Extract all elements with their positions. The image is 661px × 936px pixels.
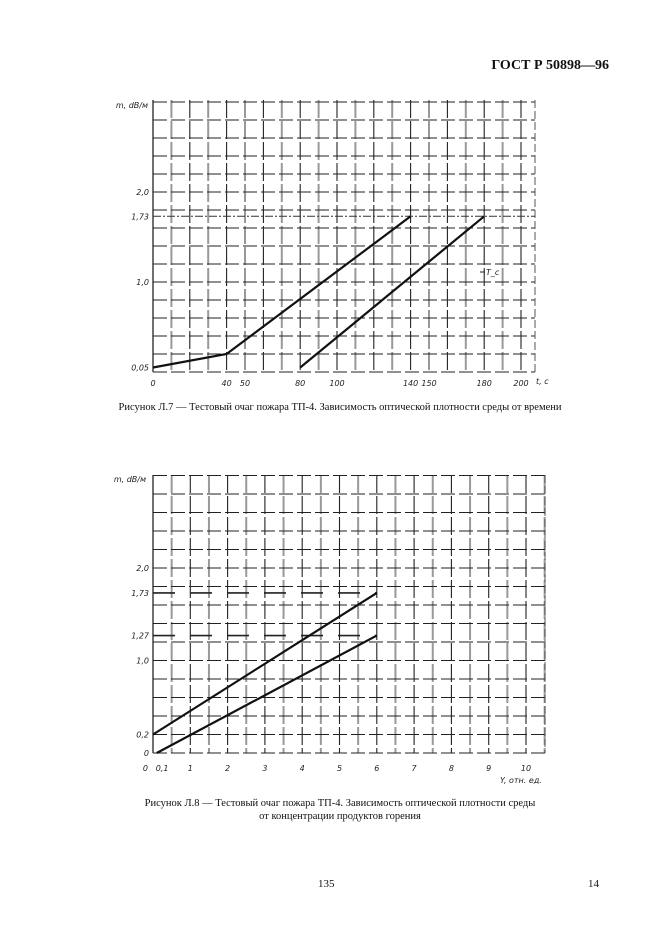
x-tick-label: 140	[403, 379, 418, 388]
x-tick-label: 40	[222, 379, 232, 388]
figure-l8-caption: Рисунок Л.8 — Тестовый очаг пожара ТП-4.…	[40, 797, 640, 823]
series-line-2	[299, 215, 485, 369]
x-tick-label: 6	[374, 764, 379, 773]
x-tick-label: 7	[412, 764, 418, 773]
figure-l7-caption: Рисунок Л.7 — Тестовый очаг пожара ТП-4.…	[118, 402, 562, 413]
x-tick-label: 5	[337, 764, 342, 773]
y-tick-label: 0	[144, 749, 149, 758]
y-tick-label: 1,27	[131, 632, 150, 641]
x-tick-label: 80	[295, 379, 305, 388]
x-tick-label: 0	[150, 379, 155, 388]
x-tick-label: 10	[521, 764, 531, 773]
x-tick-label: 8	[449, 764, 454, 773]
x-tick-label: 2	[225, 764, 230, 773]
annotation-tc: T_c	[486, 268, 500, 277]
series-line-1	[152, 215, 412, 369]
y-tick-label: 0,05	[131, 364, 149, 373]
y-tick-label: 1,0	[136, 657, 149, 666]
y-tick-label: 1,73	[131, 212, 149, 221]
standard-header: ГОСТ Р 50898—96	[491, 58, 609, 73]
x-axis-label: Y, отн. ед.	[500, 776, 542, 785]
figure-l8-caption-line-2: от концентрации продуктов горения	[259, 811, 421, 822]
y-tick-label: 2,0	[136, 188, 149, 197]
x-tick-label: 100	[329, 379, 344, 388]
series-line-1	[152, 592, 378, 736]
y-axis-label: m, dB/м	[116, 101, 148, 110]
x-axis-label: t, c	[536, 377, 549, 386]
x-tick-label: 180	[477, 379, 492, 388]
series-line-2	[156, 634, 378, 754]
y-tick-label: 0,2	[136, 731, 149, 740]
x-tick-label: 50	[240, 379, 250, 388]
y-tick-label: 1,0	[136, 278, 149, 287]
x-tick-label: 150	[421, 379, 436, 388]
y-axis-label: m, dB/м	[114, 475, 146, 484]
x-tick-label: 4	[300, 764, 305, 773]
x-tick-label: 3	[262, 764, 267, 773]
figure-l8-caption-line-1: Рисунок Л.8 — Тестовый очаг пожара ТП-4.…	[144, 798, 536, 809]
x-tick-label: 1	[188, 764, 193, 773]
sheet-number: 14	[588, 878, 599, 890]
x-tick-label: 9	[486, 764, 491, 773]
x-tick-label: 200	[513, 379, 528, 388]
x-tick-label: 0	[143, 764, 148, 773]
y-tick-label: 1,73	[131, 589, 149, 598]
x-tick-label: 0,1	[156, 764, 169, 773]
page-number: 135	[318, 878, 335, 890]
y-tick-label: 2,0	[136, 564, 149, 573]
